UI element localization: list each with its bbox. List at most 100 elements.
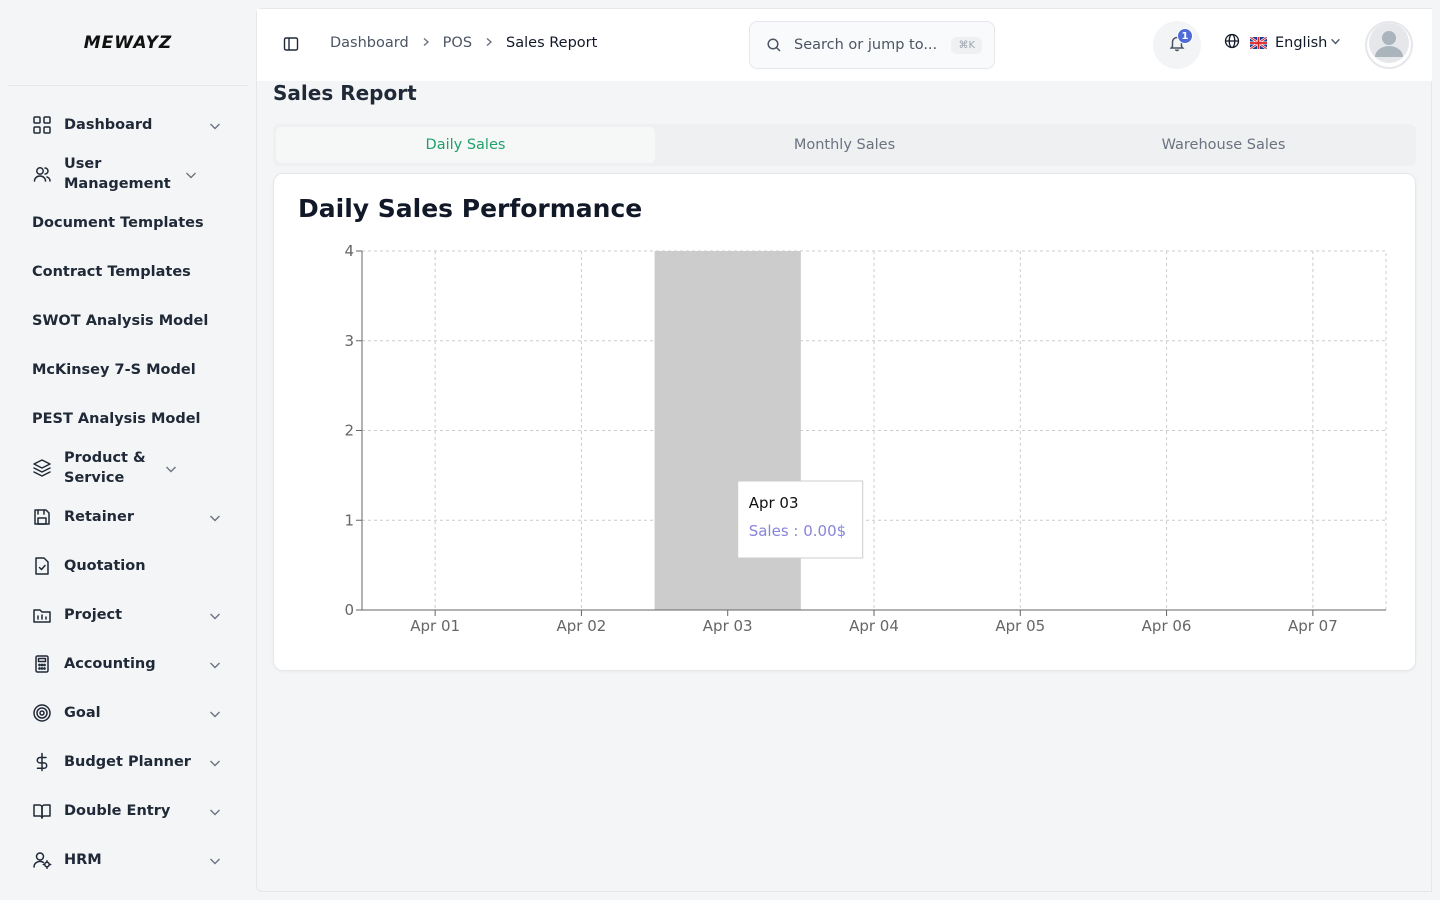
chart-tooltip xyxy=(737,480,864,559)
sidebar-item-label: Double Entry xyxy=(64,802,171,819)
sidebar-toggle-icon[interactable] xyxy=(283,36,299,52)
layers-icon xyxy=(32,458,52,478)
sidebar-item-retainer[interactable]: Retainer xyxy=(0,492,256,541)
sidebar-item-label: Product & Service xyxy=(64,449,146,486)
notification-badge: 1 xyxy=(1177,28,1193,44)
daily-sales-chart: 0 1 2 3 4 Apr 01 Apr 02 Apr 03 Apr 04 Apr 05 Apr 0… xyxy=(344,242,1387,635)
chevron-down-icon xyxy=(208,118,222,132)
sidebar-item-mckinsey-7-s-model[interactable]: McKinsey 7-S Model xyxy=(0,345,256,394)
sidebar-item-label: Goal xyxy=(64,704,101,721)
chevron-down-icon xyxy=(208,853,222,867)
language-selector[interactable]: English xyxy=(1224,33,1341,53)
chevron-right-icon xyxy=(421,35,431,51)
chevron-down-icon xyxy=(1330,35,1341,51)
calculator-icon xyxy=(32,654,52,674)
user-cog-icon xyxy=(32,850,52,870)
brand-name: MEWAYZ xyxy=(83,32,173,53)
x-tick-label: Apr 04 xyxy=(849,617,899,635)
y-tick-label: 3 xyxy=(344,332,354,350)
sidebar-nav: Dashboard User Management Document Templat… xyxy=(0,86,256,884)
breadcrumb-pos[interactable]: POS xyxy=(442,35,473,51)
book-icon xyxy=(32,801,52,821)
x-tick-label: Apr 03 xyxy=(703,617,753,635)
y-tick-label: 2 xyxy=(344,422,354,440)
top-bar: Dashboard POS Sales Report Search or jum… xyxy=(257,9,1432,81)
x-tick-label: Apr 07 xyxy=(1288,617,1338,635)
sidebar-item-user-management[interactable]: User Management xyxy=(0,149,256,198)
search-icon xyxy=(766,37,782,53)
sidebar-item-label: Budget Planner xyxy=(64,753,191,770)
tab-monthly-sales[interactable]: Monthly Sales xyxy=(793,137,896,153)
sidebar-item-label: Retainer xyxy=(64,508,134,525)
sidebar-item-label: Contract Templates xyxy=(32,263,191,280)
sidebar-item-label: SWOT Analysis Model xyxy=(32,312,209,329)
language-label: English xyxy=(1275,35,1328,51)
search-shortcut: ⌘K xyxy=(951,36,982,54)
sidebar-item-hrm[interactable]: HRM xyxy=(0,835,256,884)
sidebar: MEWAYZ Dashboard User Management Document … xyxy=(0,0,256,900)
tooltip-value: Sales : 0.00$ xyxy=(749,522,846,540)
search-placeholder: Search or jump to... xyxy=(794,37,938,53)
sidebar-item-product-service[interactable]: Product & Service xyxy=(0,443,256,492)
sidebar-item-dashboard[interactable]: Dashboard xyxy=(0,100,256,149)
sidebar-item-label: McKinsey 7-S Model xyxy=(32,361,196,378)
sidebar-item-accounting[interactable]: Accounting xyxy=(0,639,256,688)
main-panel: Dashboard POS Sales Report Search or jum… xyxy=(256,8,1432,892)
chevron-down-icon xyxy=(208,657,222,671)
chart-title: Daily Sales Performance xyxy=(298,194,643,223)
target-icon xyxy=(32,703,52,723)
page-title: Sales Report xyxy=(273,81,417,105)
uk-flag-icon xyxy=(1250,37,1267,49)
dollar-icon xyxy=(32,752,52,772)
chevron-down-icon xyxy=(184,167,198,181)
users-icon xyxy=(32,164,52,184)
breadcrumb: Dashboard POS Sales Report xyxy=(330,35,597,51)
sidebar-item-label: Project xyxy=(64,606,123,623)
sidebar-item-label: Quotation xyxy=(64,557,146,574)
search-input[interactable]: Search or jump to... ⌘K xyxy=(749,21,995,69)
sidebar-item-double-entry[interactable]: Double Entry xyxy=(0,786,256,835)
chevron-down-icon xyxy=(208,804,222,818)
user-avatar-icon xyxy=(1369,23,1409,67)
user-avatar[interactable] xyxy=(1365,21,1413,69)
sidebar-item-contract-templates[interactable]: Contract Templates xyxy=(0,247,256,296)
sales-tabs: Daily Sales Monthly Sales Warehouse Sale… xyxy=(273,124,1416,166)
y-tick-label: 4 xyxy=(344,242,354,260)
sidebar-item-label: HRM xyxy=(64,851,102,868)
tab-daily-sales[interactable]: Daily Sales xyxy=(276,127,655,163)
tab-warehouse-sales[interactable]: Warehouse Sales xyxy=(1161,137,1286,153)
sidebar-item-project[interactable]: Project xyxy=(0,590,256,639)
notifications-button[interactable]: 1 xyxy=(1153,21,1201,69)
chart-card: Daily Sales Performance 0 1 2 3 4 Apr 01 Apr 0… xyxy=(273,173,1416,671)
x-tick-label: Apr 05 xyxy=(995,617,1045,635)
sidebar-item-goal[interactable]: Goal xyxy=(0,688,256,737)
sidebar-item-document-templates[interactable]: Document Templates xyxy=(0,198,256,247)
sidebar-item-label: PEST Analysis Model xyxy=(32,410,201,427)
x-tick-label: Apr 02 xyxy=(557,617,607,635)
sidebar-item-label: Accounting xyxy=(64,655,156,672)
tooltip-title: Apr 03 xyxy=(749,494,799,512)
chevron-down-icon xyxy=(208,706,222,720)
chevron-down-icon xyxy=(208,608,222,622)
dashboard-grid-icon xyxy=(32,115,52,135)
chevron-down-icon xyxy=(164,461,178,475)
chevron-down-icon xyxy=(208,510,222,524)
breadcrumb-current: Sales Report xyxy=(506,35,598,51)
breadcrumb-dashboard[interactable]: Dashboard xyxy=(330,35,409,51)
folder-chart-icon xyxy=(32,605,52,625)
x-tick-label: Apr 06 xyxy=(1142,617,1192,635)
sidebar-item-pest-analysis-model[interactable]: PEST Analysis Model xyxy=(0,394,256,443)
brand-logo[interactable]: MEWAYZ xyxy=(8,0,248,86)
sidebar-item-label: Document Templates xyxy=(32,214,204,231)
y-tick-label: 0 xyxy=(344,601,354,619)
y-tick-label: 1 xyxy=(344,511,354,529)
save-icon xyxy=(32,507,52,527)
globe-icon xyxy=(1224,33,1240,53)
x-tick-label: Apr 01 xyxy=(410,617,460,635)
sidebar-item-swot-analysis-model[interactable]: SWOT Analysis Model xyxy=(0,296,256,345)
sidebar-item-label: Dashboard xyxy=(64,116,153,133)
file-check-icon xyxy=(32,556,52,576)
sidebar-item-label: User Management xyxy=(64,155,171,192)
sidebar-item-quotation[interactable]: Quotation xyxy=(0,541,256,590)
sidebar-item-budget-planner[interactable]: Budget Planner xyxy=(0,737,256,786)
